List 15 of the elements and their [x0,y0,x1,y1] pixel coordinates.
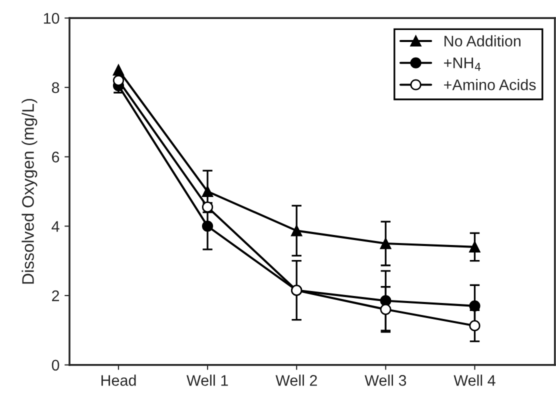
y-tick-label: 8 [52,82,60,94]
y-tick-label: 4 [52,221,60,232]
x-tick-label: Well 3 [364,374,406,386]
legend-label: +NH$_{4}$ [444,58,481,71]
y-tick-label: 2 [52,290,60,302]
x-tick-label: Well 1 [186,374,228,386]
y-tick-label: 6 [52,152,60,162]
x-tick-label: Well 4 [454,374,496,386]
x-tick-label: Well 2 [276,374,317,386]
x-tick-label: Head [101,374,136,386]
legend-label: +Amino Acids [444,79,536,90]
legend-label: No Addition [444,35,520,46]
y-axis-title: Dissolved Oxygen (mg/L) [22,98,38,284]
y-tick-label: 0 [52,360,60,371]
y-tick-label: 10 [44,12,60,24]
